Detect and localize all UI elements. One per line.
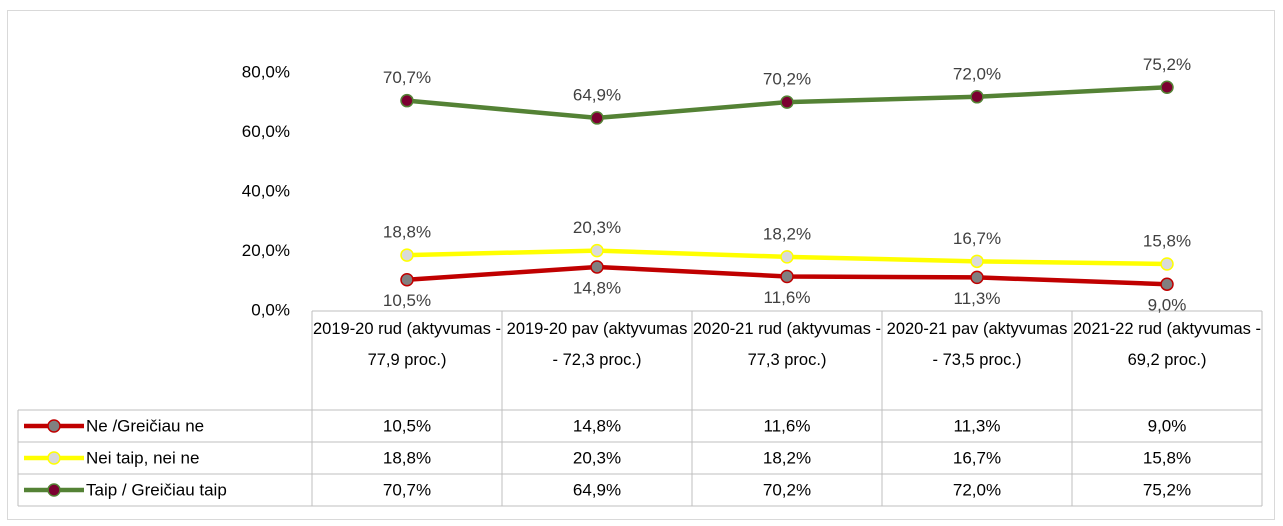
data-label: 75,2% [1143, 55, 1191, 74]
table-cell: 16,7% [953, 448, 1001, 467]
marker [1160, 80, 1174, 95]
y-tick-label: 40,0% [242, 181, 290, 200]
marker [400, 248, 414, 262]
data-label: 20,3% [573, 218, 621, 237]
marker [970, 254, 984, 269]
data-label: 10,5% [383, 291, 431, 310]
marker [1160, 257, 1174, 271]
legend-label: Taip / Greičiau taip [86, 480, 227, 499]
table-cell: 15,8% [1143, 448, 1191, 467]
marker [590, 243, 604, 258]
marker [970, 90, 984, 104]
marker [590, 260, 604, 274]
table-cell: 75,2% [1143, 480, 1191, 499]
x-tick-label: 2019-20 rud (aktyvumas - 77,9 proc.) [312, 320, 501, 369]
x-tick-label: 2019-20 pav (aktyvumas - 72,3 proc.) [506, 320, 688, 369]
marker [970, 270, 984, 285]
table-cell: 18,2% [763, 448, 811, 467]
marker [780, 95, 794, 109]
data-label: 15,8% [1143, 231, 1191, 250]
table-cell: 18,8% [383, 448, 431, 467]
x-tick-label: 2020-21 pav (aktyvumas - 73,5 proc.) [886, 320, 1068, 369]
marker [780, 250, 794, 264]
data-label: 9,0% [1148, 296, 1187, 315]
table-cell: 11,6% [764, 416, 811, 435]
table-cell: 72,0% [953, 480, 1001, 499]
table-cell: 9,0% [1148, 416, 1187, 435]
y-tick-label: 0,0% [251, 300, 290, 319]
table-cell: 70,2% [763, 480, 811, 499]
chart-frame [7, 10, 1275, 520]
table-cell: 11,3% [954, 416, 1001, 435]
marker [400, 93, 414, 108]
table-cell: 70,7% [383, 480, 431, 499]
data-label: 11,6% [764, 288, 811, 307]
x-tick-label: 2020-21 rud (aktyvumas - 77,3 proc.) [692, 320, 881, 369]
y-tick-label: 20,0% [242, 241, 290, 260]
data-label: 18,8% [383, 223, 431, 242]
data-label: 64,9% [573, 85, 621, 104]
y-tick-label: 80,0% [242, 62, 290, 81]
marker [1160, 277, 1174, 291]
legend-marker [47, 451, 61, 465]
legend-marker [47, 483, 61, 497]
data-label: 70,7% [383, 68, 431, 87]
data-label: 14,8% [573, 278, 621, 297]
marker [780, 269, 794, 284]
data-label: 70,2% [763, 70, 811, 89]
data-label: 72,0% [953, 64, 1001, 83]
legend-label: Ne /Greičiau ne [86, 416, 204, 435]
data-label: 16,7% [953, 229, 1001, 248]
legend-marker [47, 419, 61, 433]
y-tick-label: 60,0% [242, 122, 290, 141]
table-cell: 10,5% [383, 416, 431, 435]
x-tick-label: 2021-22 rud (aktyvumas - 69,2 proc.) [1072, 320, 1261, 369]
marker [590, 111, 604, 125]
data-label: 11,3% [954, 289, 1001, 308]
table-cell: 20,3% [573, 448, 621, 467]
marker [400, 273, 414, 287]
data-label: 18,2% [763, 224, 811, 243]
legend-label: Nei taip, nei ne [86, 448, 199, 467]
table-cell: 14,8% [573, 416, 621, 435]
table-cell: 64,9% [573, 480, 621, 499]
